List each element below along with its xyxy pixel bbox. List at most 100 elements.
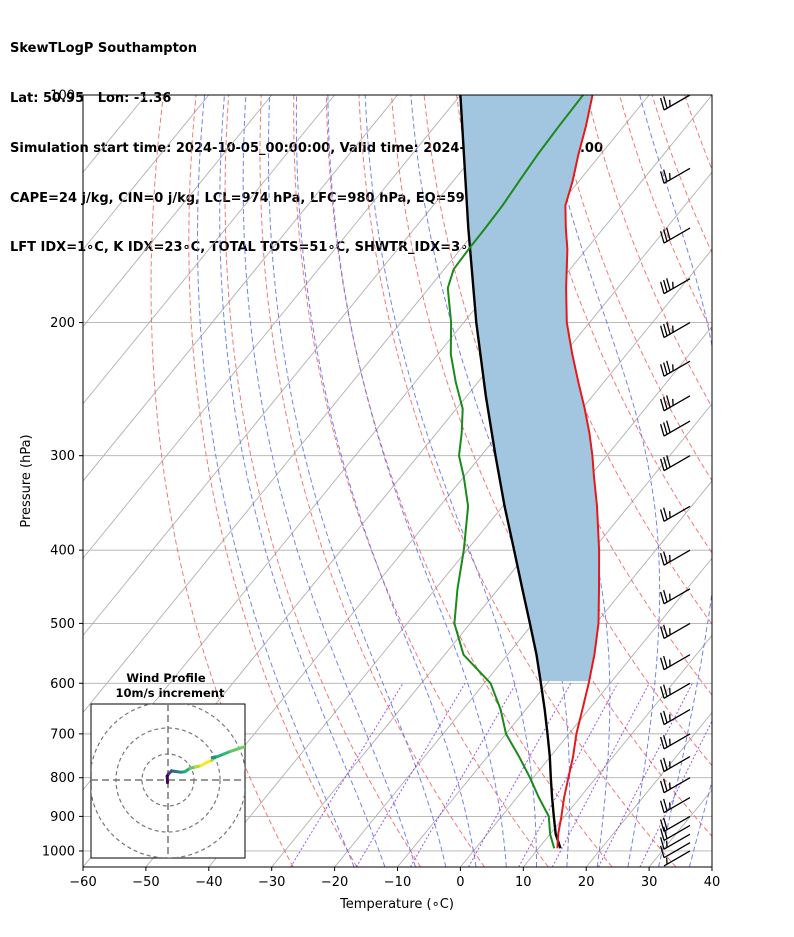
y-tick-label: 100: [50, 89, 75, 104]
moist-adiabat: [197, 95, 355, 867]
isotherm: [83, 95, 335, 405]
wind-barb: [659, 395, 691, 412]
wind-barbs: [659, 94, 691, 867]
wind-barb-feather: [659, 281, 665, 294]
isotherm: [83, 95, 210, 251]
wind-barb: [659, 797, 691, 814]
x-axis-label: Temperature (∘C): [339, 897, 454, 912]
cape-fill: [460, 95, 600, 682]
wind-barb-feather: [663, 826, 668, 839]
dewpoint-line: [446, 95, 584, 849]
wind-barb-staff: [663, 278, 691, 295]
moist-adiabat: [295, 95, 477, 867]
wind-barb-feather: [663, 817, 668, 830]
wind-barb-feather: [659, 712, 665, 725]
y-tick-label: 700: [50, 727, 75, 742]
inset-subtitle: 10m/s increment: [116, 686, 225, 700]
wind-barb-feather: [659, 591, 665, 604]
y-tick-label: 400: [50, 544, 75, 559]
dry-adiabat: [224, 95, 422, 867]
wind-barb-staff: [663, 654, 691, 671]
moist-adiabat: [364, 95, 537, 867]
isotherm: [460, 557, 712, 867]
wind-barb: [659, 360, 691, 377]
dry-adiabat: [619, 95, 712, 333]
wind-barb: [659, 733, 691, 750]
wind-barb: [659, 167, 691, 184]
dry-adiabat: [188, 95, 358, 867]
moist-adiabat: [327, 95, 507, 867]
wind-barb-staff: [663, 360, 691, 377]
dry-adiabat: [391, 95, 712, 838]
x-tick-label: 10: [515, 875, 532, 890]
wind-barb-staff: [663, 824, 691, 841]
wind-barb-feather: [659, 626, 665, 639]
mixing-ratio-line: [518, 683, 619, 867]
title-line-station: SkewTLogP Southampton: [10, 41, 197, 57]
moist-adiabat: [410, 95, 571, 867]
wind-barb-feather: [659, 736, 665, 750]
wind-barb-staff: [663, 797, 691, 814]
wind-barb-feather: [659, 837, 665, 850]
y-axis-label: Pressure (hPa): [19, 434, 34, 527]
mixing-ratio-line: [551, 683, 650, 867]
wind-barb: [659, 682, 691, 699]
wind-barb-staff: [663, 455, 691, 472]
wind-barb-feather: [659, 458, 665, 471]
wind-barb-feather: [666, 455, 671, 468]
wind-barb: [659, 322, 691, 339]
wind-barb-staff: [663, 850, 691, 867]
moist-adiabat: [720, 95, 794, 867]
wind-barb-staff: [663, 842, 691, 859]
moist-adiabat: [219, 95, 386, 867]
cape-area: [460, 95, 600, 682]
dry-adiabat: [325, 95, 613, 867]
dry-adiabat: [150, 95, 294, 867]
wind-barb-staff: [663, 682, 691, 699]
axes: −60 −50 −40 −30 −20 −10 0 10 20 30 40 1000 900 800 700…: [42, 89, 720, 891]
wind-barb-feather: [663, 456, 668, 470]
wind-barb-feather: [663, 757, 668, 770]
temperature-line: [556, 95, 601, 849]
mixing-ratio-line: [639, 719, 712, 867]
wind-barb-feather: [663, 507, 668, 520]
x-tick-label: 40: [704, 875, 721, 890]
wind-barb-feather: [659, 424, 665, 437]
dry-adiabat: [293, 95, 549, 867]
wind-barb-feather: [663, 684, 668, 697]
mixing-ratio-line: [468, 683, 572, 867]
x-tick-label: 0: [456, 875, 464, 890]
wind-barb-feather: [663, 323, 668, 337]
isotherm: [83, 95, 84, 96]
wind-barb: [659, 227, 691, 244]
wind-barb-feather: [663, 96, 668, 109]
wind-barb-staff: [663, 395, 691, 412]
isotherm: [397, 480, 712, 867]
wind-barb-feather: [663, 422, 668, 435]
isotherm: [585, 711, 712, 867]
wind-barb: [663, 850, 691, 867]
wind-barb-staff: [663, 755, 691, 773]
y-tick-label: 300: [50, 449, 75, 464]
wind-barb-staff: [663, 622, 691, 639]
y-tick-label: 600: [50, 677, 75, 692]
wind-barb: [659, 549, 691, 566]
hodograph: [91, 704, 245, 858]
wind-barb: [659, 588, 691, 605]
dry-adiabat: [783, 95, 794, 867]
wind-barb: [659, 755, 691, 773]
isotherm: [83, 95, 524, 637]
wind-barb-staff: [663, 708, 691, 726]
mixing-ratio-line: [597, 683, 693, 867]
wind-barb-feather: [659, 364, 665, 377]
x-tick-label: 20: [578, 875, 595, 890]
wind-barb: [659, 420, 691, 437]
isotherm: [83, 95, 398, 482]
wind-barb-feather: [666, 278, 671, 291]
wind-barb-feather: [666, 420, 671, 433]
isotherm: [145, 171, 712, 867]
wind-barb-staff: [663, 505, 691, 522]
wind-barb-staff: [663, 227, 691, 244]
y-tick-label: 800: [50, 771, 75, 786]
isotherm: [648, 789, 712, 867]
